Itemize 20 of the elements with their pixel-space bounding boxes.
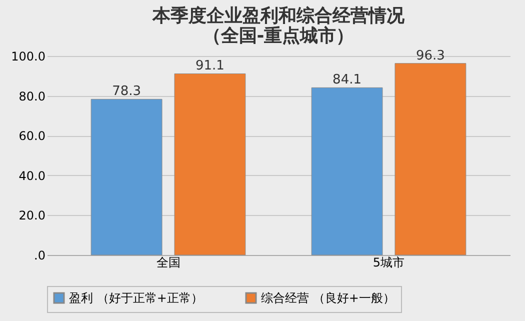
y-tick-label: 80.0 <box>18 89 46 104</box>
y-tick-label: 60.0 <box>18 129 46 144</box>
y-tick-label: 100.0 <box>11 50 46 64</box>
bar <box>90 98 162 256</box>
x-tick-label: 5城市 <box>372 256 405 270</box>
data-label: 78.3 <box>112 84 142 100</box>
y-tick-label: .0 <box>34 248 46 262</box>
text: 本季度企业盈利和综合经营情况 <box>152 5 404 26</box>
data-label: 96.3 <box>416 48 445 64</box>
x-tick-label: 全国 <box>156 256 180 270</box>
legend-label: 综合经营 （良好+一般） <box>261 291 395 305</box>
bar <box>394 63 466 256</box>
y-tick-label: 20.0 <box>18 208 46 223</box>
legend-label: 盈利 （好于正常+正常） <box>69 291 203 305</box>
y-tick-label: 40.0 <box>18 168 46 183</box>
data-label: 84.1 <box>332 72 362 88</box>
bar <box>311 87 383 256</box>
bar <box>174 73 246 256</box>
data-label: 91.1 <box>195 58 224 74</box>
text: （全国-重点城市） <box>202 25 354 46</box>
